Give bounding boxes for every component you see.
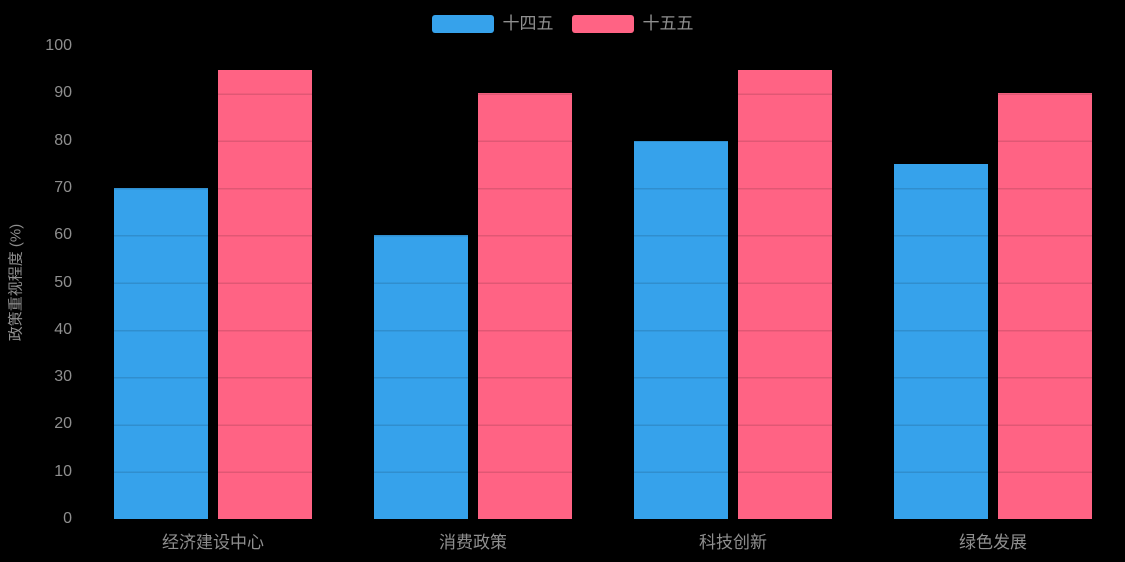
bar-十五五-绿色发展[interactable]	[998, 93, 1092, 519]
bar-十四五-消费政策[interactable]	[374, 235, 468, 519]
bar-十五五-经济建设中心[interactable]	[218, 69, 312, 519]
legend: 十四五 十五五	[0, 12, 1125, 36]
plot-area	[83, 46, 1123, 519]
y-tick-label: 100	[45, 37, 72, 54]
legend-swatch-icon	[571, 15, 634, 33]
bar-group-绿色发展	[863, 46, 1123, 519]
y-tick-label: 70	[54, 178, 72, 196]
x-category-label: 科技创新	[699, 533, 767, 552]
legend-item-十四五[interactable]: 十四五	[431, 12, 554, 36]
y-tick-label: 10	[54, 462, 72, 480]
x-axis-labels: 经济建设中心 消费政策 科技创新 绿色发展	[83, 531, 1123, 555]
bar-十四五-经济建设中心[interactable]	[114, 187, 208, 519]
y-tick-label: 30	[54, 368, 72, 386]
bar-group-经济建设中心	[83, 46, 343, 519]
legend-swatch-icon	[431, 15, 494, 33]
y-tick-label: 50	[54, 273, 72, 291]
y-tick-label: 80	[54, 131, 72, 149]
y-tick-label: 20	[54, 415, 72, 433]
y-tick-label: 0	[63, 510, 72, 527]
bar-十四五-科技创新[interactable]	[634, 140, 728, 519]
bar-group-科技创新	[603, 46, 863, 519]
y-axis-title: 政策重视程度 (%)	[7, 223, 25, 342]
y-tick-label: 90	[54, 84, 72, 102]
x-category-label: 经济建设中心	[162, 533, 264, 552]
x-category-label: 绿色发展	[959, 533, 1027, 552]
bar-group-消费政策	[343, 46, 603, 519]
y-tick-label: 40	[54, 320, 72, 338]
bar-十四五-绿色发展[interactable]	[894, 164, 988, 519]
bar-十五五-科技创新[interactable]	[738, 69, 832, 519]
legend-label: 十五五	[642, 14, 694, 33]
y-tick-label: 60	[54, 226, 72, 244]
legend-item-十五五[interactable]: 十五五	[571, 12, 694, 36]
bar-十五五-消费政策[interactable]	[478, 93, 572, 519]
legend-label: 十四五	[502, 14, 554, 33]
x-category-label: 消费政策	[439, 533, 507, 552]
